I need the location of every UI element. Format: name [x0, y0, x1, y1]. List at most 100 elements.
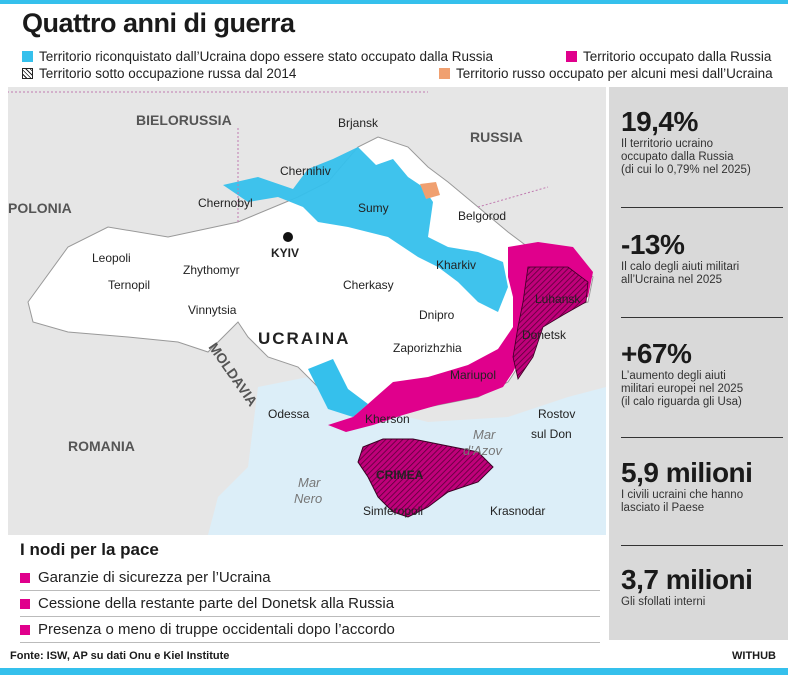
bullet-square-icon [20, 624, 30, 635]
city-krasnodar: Krasnodar [490, 504, 545, 518]
peace-issue-label: Presenza o meno di truppe occidentali do… [38, 621, 395, 638]
stat-1-desc-line1: Il territorio ucraino [621, 138, 714, 150]
stat-1-desc: Il territorio ucraino occupato dalla Rus… [621, 138, 783, 177]
legend-swatch-cyan [22, 51, 33, 62]
peace-issue-label: Garanzie di sicurezza per l’Ucraina [38, 569, 271, 586]
peace-issue-item: Cessione della restante parte del Donets… [20, 591, 600, 617]
country-romania: ROMANIA [68, 438, 135, 454]
stat-divider [621, 545, 783, 546]
peace-issue-label: Cessione della restante parte del Donets… [38, 595, 395, 612]
kursk-russian-occupied [420, 182, 440, 199]
city-rostov: Rostov [538, 407, 575, 421]
stat-4: 5,9 milioni I civili ucraini che hanno l… [621, 458, 783, 515]
stat-3-desc-line2: militari europei nel 2025 [621, 383, 744, 395]
borders-dashed [8, 91, 549, 222]
stat-3: +67% L’aumento degli aiuti militari euro… [621, 339, 783, 409]
city-simferopoli: Simferopoli [363, 504, 423, 518]
sea-nero-1: Mar [298, 475, 321, 490]
stat-3-value: +67% [621, 338, 692, 369]
stat-5-desc: Gli sfollati interni [621, 596, 783, 609]
legend-since-2014: Territorio sotto occupazione russa dal 2… [22, 66, 296, 81]
stats-panel: 19,4% Il territorio ucraino occupato dal… [609, 87, 788, 640]
top-accent-bar [0, 0, 788, 4]
map-svg: Brjansk Chernihiv Chernobyl Sumy Belgoro… [8, 87, 606, 535]
legend-reconquered-label: Territorio riconquistato dall’Ucraina do… [39, 49, 493, 64]
stat-5-value: 3,7 milioni [621, 564, 753, 595]
city-sumy: Sumy [358, 201, 389, 215]
legend-russian-occupied-label: Territorio russo occupato per alcuni mes… [456, 66, 773, 81]
city-chernihiv: Chernihiv [280, 164, 331, 178]
page-title: Quattro anni di guerra [22, 8, 295, 38]
city-brjansk: Brjansk [338, 116, 379, 130]
stat-2-desc-line2: all’Ucraina nel 2025 [621, 274, 723, 286]
city-kharkiv: Kharkiv [436, 258, 476, 272]
stat-4-desc-line1: I civili ucraini che hanno [621, 489, 744, 501]
city-luhansk: Luhansk [535, 292, 581, 306]
city-crimea: CRIMEA [376, 468, 424, 482]
stat-3-desc-line1: L’aumento degli aiuti [621, 370, 726, 382]
sea-nero-2: Nero [294, 491, 322, 506]
stat-1-desc-line3: (di cui lo 0,79% nel 2025) [621, 164, 751, 176]
crimea-occupied-2014 [357, 438, 494, 518]
stat-3-desc: L’aumento degli aiuti militari europei n… [621, 370, 783, 409]
bullet-square-icon [20, 598, 30, 609]
legend-occupied-label: Territorio occupato dalla Russia [583, 49, 772, 64]
reconquered-south [308, 359, 368, 417]
legend-since-2014-label: Territorio sotto occupazione russa dal 2… [39, 66, 297, 81]
peace-issues-title: I nodi per la pace [20, 540, 159, 559]
stat-1: 19,4% Il territorio ucraino occupato dal… [621, 107, 783, 177]
stat-2-desc: Il calo degli aiuti militari all’Ucraina… [621, 261, 783, 287]
stat-2-desc-line1: Il calo degli aiuti militari [621, 261, 740, 273]
stat-2-value: -13% [621, 229, 685, 260]
stat-divider [621, 437, 783, 438]
stat-divider [621, 317, 783, 318]
city-mariupol: Mariupol [450, 368, 496, 382]
city-dnipro: Dnipro [419, 308, 455, 322]
country-ucraina: UCRAINA [258, 329, 350, 348]
legend-swatch-hatch [22, 68, 33, 79]
city-zhythomyr: Zhythomyr [183, 263, 240, 277]
bullet-square-icon [20, 572, 30, 583]
brand-logo: WITHUB [732, 650, 776, 662]
stat-1-desc-line2: occupato dalla Russia [621, 151, 734, 163]
map: Brjansk Chernihiv Chernobyl Sumy Belgoro… [8, 87, 606, 535]
legend-swatch-magenta [566, 51, 577, 62]
stat-1-value: 19,4% [621, 106, 698, 137]
stat-5: 3,7 milioni Gli sfollati interni [621, 565, 783, 609]
city-sul-don: sul Don [531, 427, 572, 441]
sea-labels: Mar d’Azov Mar Nero [294, 427, 504, 506]
city-donetsk: Donetsk [522, 328, 567, 342]
city-chernobyl: Chernobyl [198, 196, 253, 210]
city-leopoli: Leopoli [92, 251, 131, 265]
legend-russian-occupied: Territorio russo occupato per alcuni mes… [439, 66, 773, 81]
country-bielorussia: BIELORUSSIA [136, 112, 232, 128]
city-cherkasy: Cherkasy [343, 278, 394, 292]
stat-4-value: 5,9 milioni [621, 457, 753, 488]
stat-3-desc-line3: (il calo riguarda gli Usa) [621, 396, 742, 408]
city-ternopil: Ternopil [108, 278, 150, 292]
legend-reconquered: Territorio riconquistato dall’Ucraina do… [22, 49, 493, 64]
stat-divider [621, 207, 783, 208]
peace-issue-item: Presenza o meno di truppe occidentali do… [20, 617, 600, 643]
country-polonia: POLONIA [8, 200, 72, 216]
stat-4-desc: I civili ucraini che hanno lasciato il P… [621, 489, 783, 515]
city-markers: Brjansk Chernihiv Chernobyl Sumy Belgoro… [92, 116, 581, 518]
source-footer: Fonte: ISW, AP su dati Onu e Kiel Instit… [10, 650, 230, 662]
country-russia: RUSSIA [470, 129, 523, 145]
city-kherson: Kherson [365, 412, 410, 426]
stat-2: -13% Il calo degli aiuti militari all’Uc… [621, 230, 783, 287]
city-zaporizhzhia: Zaporizhzhia [393, 341, 462, 355]
peace-issues-section: I nodi per la pace Garanzie di sicurezza… [20, 540, 600, 643]
bottom-accent-bar [0, 668, 788, 675]
occupied-since-2014-donbas [512, 266, 589, 380]
peace-issue-item: Garanzie di sicurezza per l’Ucraina [20, 565, 600, 591]
stat-5-desc-line1: Gli sfollati interni [621, 596, 706, 608]
sea-azov-1: Mar [473, 427, 496, 442]
city-kyiv: KYIV [271, 246, 299, 260]
reconquered-north [223, 147, 508, 312]
legend-occupied: Territorio occupato dalla Russia [566, 49, 771, 64]
sea-azov-2: d’Azov [463, 443, 504, 458]
city-belgorod: Belgorod [458, 209, 506, 223]
stat-4-desc-line2: lasciato il Paese [621, 502, 705, 514]
kyiv-dot [283, 232, 293, 242]
